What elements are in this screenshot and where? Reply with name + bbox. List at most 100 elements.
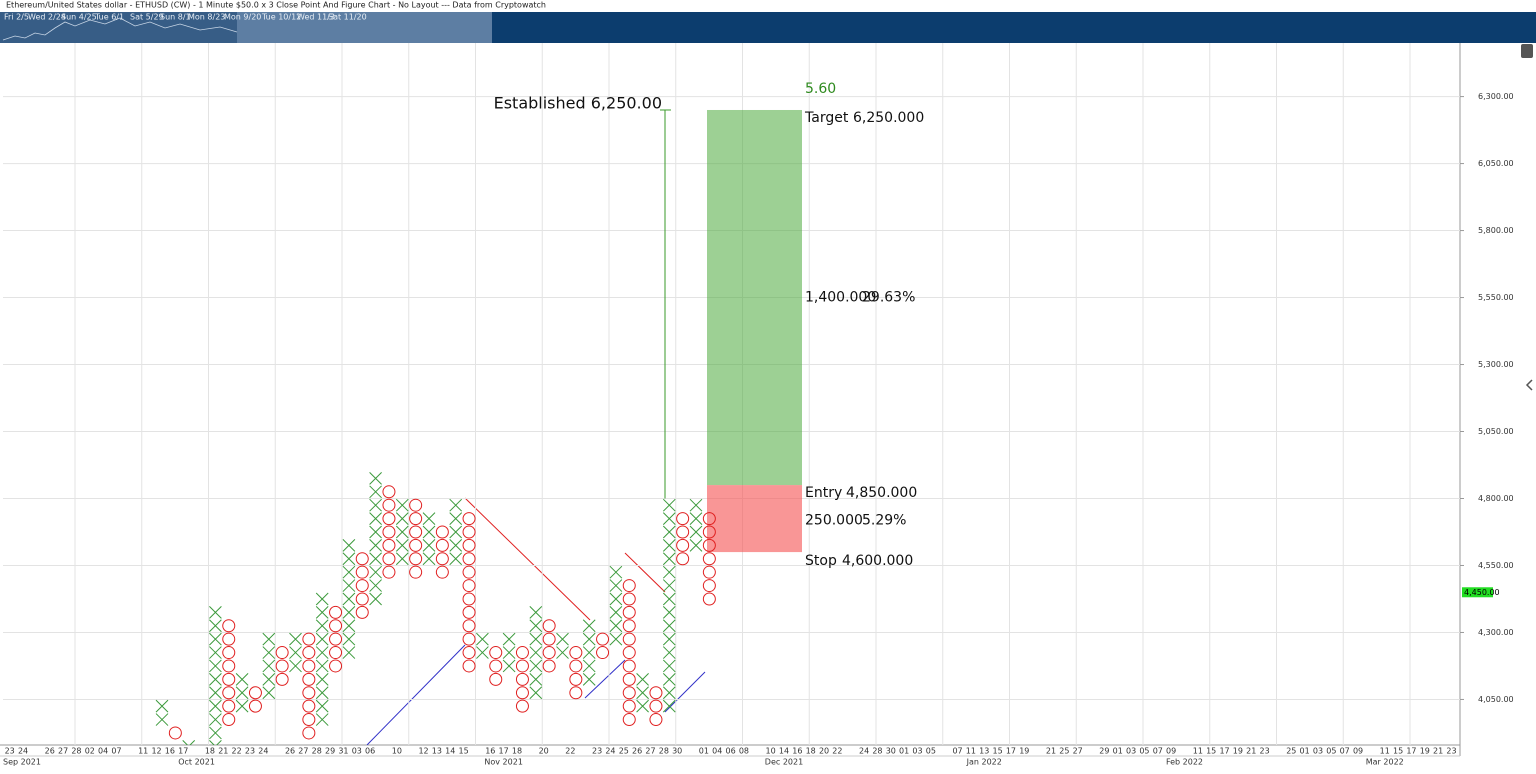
x-tick-label: 15 (1393, 747, 1403, 756)
x-box (262, 632, 276, 646)
x-box (235, 699, 249, 713)
x-column (422, 512, 436, 566)
navigator-label: Wed 2/24 (28, 13, 66, 22)
o-box (222, 619, 236, 633)
o-box (542, 619, 556, 633)
o-box (489, 659, 503, 673)
o-column (676, 512, 690, 566)
support-line (584, 659, 626, 699)
x-box (662, 592, 676, 606)
x-column (369, 472, 382, 606)
x-box (395, 539, 409, 552)
o-column (702, 512, 716, 606)
x-box (342, 646, 356, 659)
o-box (676, 538, 690, 552)
o-box (222, 659, 236, 673)
o-box (622, 632, 636, 646)
navigator-window[interactable] (237, 12, 492, 43)
o-column (168, 726, 182, 740)
o-box (302, 726, 316, 740)
x-tick-label: 24 (18, 747, 28, 756)
x-box (582, 619, 596, 633)
x-tick-label: 07 (111, 747, 121, 756)
o-box (248, 699, 262, 713)
collapse-arrow[interactable] (1525, 379, 1533, 391)
y-tick-label: 5,550.00 (1478, 293, 1514, 302)
x-box (342, 579, 356, 592)
o-column (355, 552, 369, 619)
o-column (515, 646, 529, 713)
x-box (182, 739, 196, 745)
o-box (702, 552, 716, 566)
o-box (515, 646, 529, 660)
x-box (422, 552, 436, 566)
y-tick-label: 5,050.00 (1478, 427, 1514, 436)
x-box (369, 579, 382, 592)
x-column (689, 498, 703, 552)
x-column (235, 673, 249, 713)
o-box (222, 686, 236, 700)
o-box (622, 699, 636, 713)
o-box (462, 646, 476, 660)
x-box (369, 512, 382, 525)
x-box (662, 699, 676, 713)
x-box (662, 606, 676, 619)
o-box (702, 538, 716, 552)
x-tick-label: 28 (71, 747, 81, 756)
navigator-label: Sun 4/25 (61, 13, 97, 22)
x-tick-label: 17 (1006, 747, 1016, 756)
x-month-label: Feb 2022 (1166, 758, 1203, 767)
o-column (649, 686, 663, 727)
x-box (209, 646, 222, 659)
support-line (366, 644, 466, 745)
reward-value: 29.63% (862, 290, 915, 306)
x-tick-label: 05 (1326, 747, 1336, 756)
o-box (462, 592, 476, 606)
x-box (662, 646, 676, 659)
o-box (302, 632, 316, 646)
x-box (209, 606, 222, 619)
o-box (382, 525, 396, 539)
x-tick-label: 11 (1380, 747, 1390, 756)
y-tick-label: 4,550.00 (1478, 561, 1514, 570)
o-column (329, 605, 343, 673)
x-tick-label: 27 (645, 747, 655, 756)
o-box (435, 565, 449, 579)
o-box (409, 552, 423, 566)
o-box (355, 552, 369, 566)
o-box (302, 686, 316, 700)
navigator-label: Tue 10/12 (261, 13, 301, 22)
x-box (395, 512, 409, 525)
o-box (409, 538, 423, 552)
x-tick-label: 25 (1286, 747, 1296, 756)
x-tick-label: 21 (1246, 747, 1256, 756)
x-box (369, 525, 382, 539)
x-tick-label: 07 (952, 747, 962, 756)
x-box (609, 606, 623, 619)
grid (3, 43, 1460, 745)
o-box (329, 605, 343, 619)
x-tick-label: 20 (539, 747, 549, 756)
o-column (596, 632, 610, 660)
x-box (636, 673, 649, 686)
x-box (342, 619, 356, 633)
x-box (689, 498, 703, 512)
navigator-label: Fri 2/5 (4, 13, 29, 22)
o-box (329, 646, 343, 660)
x-box (209, 713, 222, 726)
y-tick-label: 6,050.00 (1478, 159, 1514, 168)
columns (155, 472, 716, 745)
o-box (702, 512, 716, 526)
lock-icon[interactable] (1521, 44, 1533, 58)
x-tick-label: 02 (85, 747, 95, 756)
x-tick-label: 25 (619, 747, 629, 756)
x-tick-label: 11 (138, 747, 148, 756)
x-tick-label: 25 (1059, 747, 1069, 756)
x-column (342, 539, 356, 659)
resistance-line (624, 552, 666, 593)
x-tick-label: 17 (178, 747, 188, 756)
o-box (409, 512, 423, 526)
stop-value: 4,600.000 (842, 553, 913, 569)
x-tick-label: 26 (285, 747, 295, 756)
